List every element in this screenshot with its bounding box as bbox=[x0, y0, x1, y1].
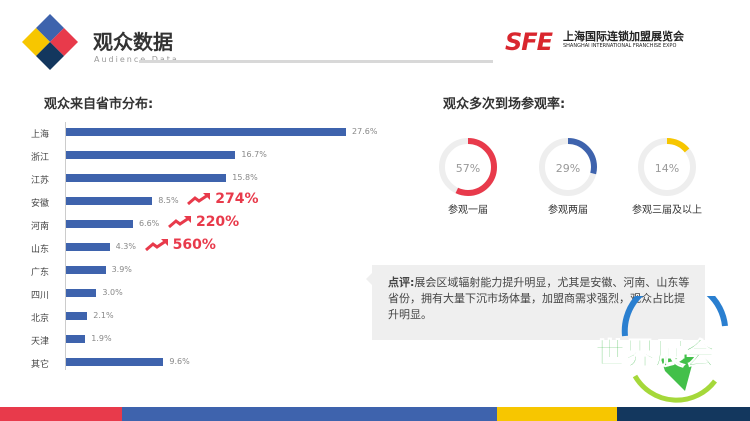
donut-percent: 29% bbox=[555, 162, 581, 175]
province-bar bbox=[66, 289, 97, 297]
province-value: 3.0% bbox=[102, 288, 123, 297]
province-bar bbox=[66, 335, 86, 343]
growth-value: 560% bbox=[172, 237, 216, 253]
footer-band-segment bbox=[617, 407, 750, 421]
comment-text: 展会区域辐射能力提升明显，尤其是安徽、河南、山东等省份，拥有大量下沉市场体量，加… bbox=[388, 276, 690, 321]
province-row: 江苏 15.8% bbox=[0, 170, 360, 190]
province-label: 广东 bbox=[30, 268, 49, 278]
growth-indicator: 560% bbox=[144, 237, 216, 253]
revisit-heading: 观众多次到场参观率: bbox=[443, 97, 566, 112]
province-bar bbox=[66, 128, 346, 136]
donut-arc bbox=[439, 138, 497, 196]
footer-band-segment bbox=[497, 407, 617, 421]
donut-percent: 14% bbox=[654, 162, 680, 175]
donut-label: 参观三届及以上 bbox=[632, 205, 702, 216]
province-label: 山东 bbox=[30, 245, 49, 255]
comment-label: 点评: bbox=[388, 276, 415, 289]
province-bar bbox=[66, 266, 106, 274]
province-value: 6.6% bbox=[138, 219, 160, 228]
province-bar bbox=[66, 358, 164, 366]
province-label: 安徽 bbox=[30, 199, 49, 209]
province-row: 山东 4.3% 560% bbox=[0, 237, 360, 259]
growth-indicator: 274% bbox=[186, 191, 258, 207]
growth-indicator: 220% bbox=[167, 214, 239, 230]
province-bar bbox=[66, 151, 236, 159]
trend-up-icon bbox=[187, 193, 211, 206]
watermark-logo: 世界展会 bbox=[595, 277, 750, 404]
province-label: 上海 bbox=[30, 130, 49, 140]
trend-up-icon bbox=[144, 239, 168, 252]
province-bar bbox=[66, 174, 227, 182]
page-title: 观众数据 bbox=[93, 30, 173, 54]
province-bar bbox=[66, 312, 88, 320]
donut-label: 参观两届 bbox=[548, 205, 588, 216]
province-value: 8.5% bbox=[158, 196, 179, 205]
province-row: 天津 1.9% bbox=[0, 331, 360, 351]
province-label: 浙江 bbox=[30, 153, 49, 163]
watermark-text: 世界展会 bbox=[595, 337, 716, 373]
comment-box: 点评:展会区域辐射能力提升明显，尤其是安徽、河南、山东等省份，拥有大量下沉市场体… bbox=[366, 265, 705, 340]
province-label: 河南 bbox=[30, 222, 49, 232]
chart-axis bbox=[65, 122, 66, 370]
province-heading: 观众来自省市分布: bbox=[44, 97, 154, 112]
page-subtitle: Audience Data bbox=[94, 55, 179, 64]
growth-value: 220% bbox=[195, 214, 240, 230]
growth-value: 274% bbox=[215, 191, 259, 207]
province-label: 江苏 bbox=[30, 176, 49, 186]
donut-arc bbox=[539, 138, 597, 196]
province-bar bbox=[66, 197, 153, 205]
donut-label: 参观一届 bbox=[448, 205, 488, 216]
province-value: 3.9% bbox=[111, 265, 132, 274]
donut-percent: 57% bbox=[455, 162, 481, 175]
province-row: 河南 6.6% 220% bbox=[0, 214, 360, 236]
donut-chart bbox=[439, 138, 497, 196]
province-row: 其它 9.6% bbox=[0, 354, 360, 374]
province-value: 27.6% bbox=[352, 127, 378, 136]
province-bar bbox=[66, 220, 133, 228]
donut-arc bbox=[638, 138, 696, 196]
brand-diamond-logo bbox=[22, 14, 78, 70]
header-divider bbox=[139, 60, 493, 63]
province-bar bbox=[66, 243, 110, 251]
province-row: 浙江 16.7% bbox=[0, 147, 360, 167]
trend-up-icon bbox=[167, 216, 191, 229]
province-row: 四川 3.0% bbox=[0, 285, 360, 305]
province-value: 9.6% bbox=[169, 357, 190, 366]
footer-band-segment bbox=[0, 407, 122, 421]
province-value: 1.9% bbox=[91, 334, 112, 343]
province-value: 4.3% bbox=[115, 242, 136, 251]
province-row: 广东 3.9% bbox=[0, 262, 360, 282]
province-label: 天津 bbox=[30, 337, 49, 347]
footer-band-segment bbox=[122, 407, 497, 421]
brand-name-en: SHANGHAI INTERNATIONAL FRANCHISE EXPO bbox=[563, 43, 677, 49]
brand-name-cn: 上海国际连锁加盟展览会 bbox=[563, 30, 684, 43]
province-value: 15.8% bbox=[232, 173, 258, 182]
province-label: 其它 bbox=[30, 360, 49, 370]
province-value: 16.7% bbox=[241, 150, 267, 159]
province-row: 上海 27.6% bbox=[0, 124, 377, 144]
province-row: 北京 2.1% bbox=[0, 308, 360, 328]
province-value: 2.1% bbox=[93, 311, 114, 320]
sfe-logo: SFE bbox=[505, 28, 553, 56]
province-row: 安徽 8.5% 274% bbox=[0, 191, 360, 213]
donut-chart bbox=[638, 138, 696, 196]
donut-chart bbox=[539, 138, 597, 196]
province-label: 北京 bbox=[30, 314, 49, 324]
province-label: 四川 bbox=[30, 291, 49, 301]
